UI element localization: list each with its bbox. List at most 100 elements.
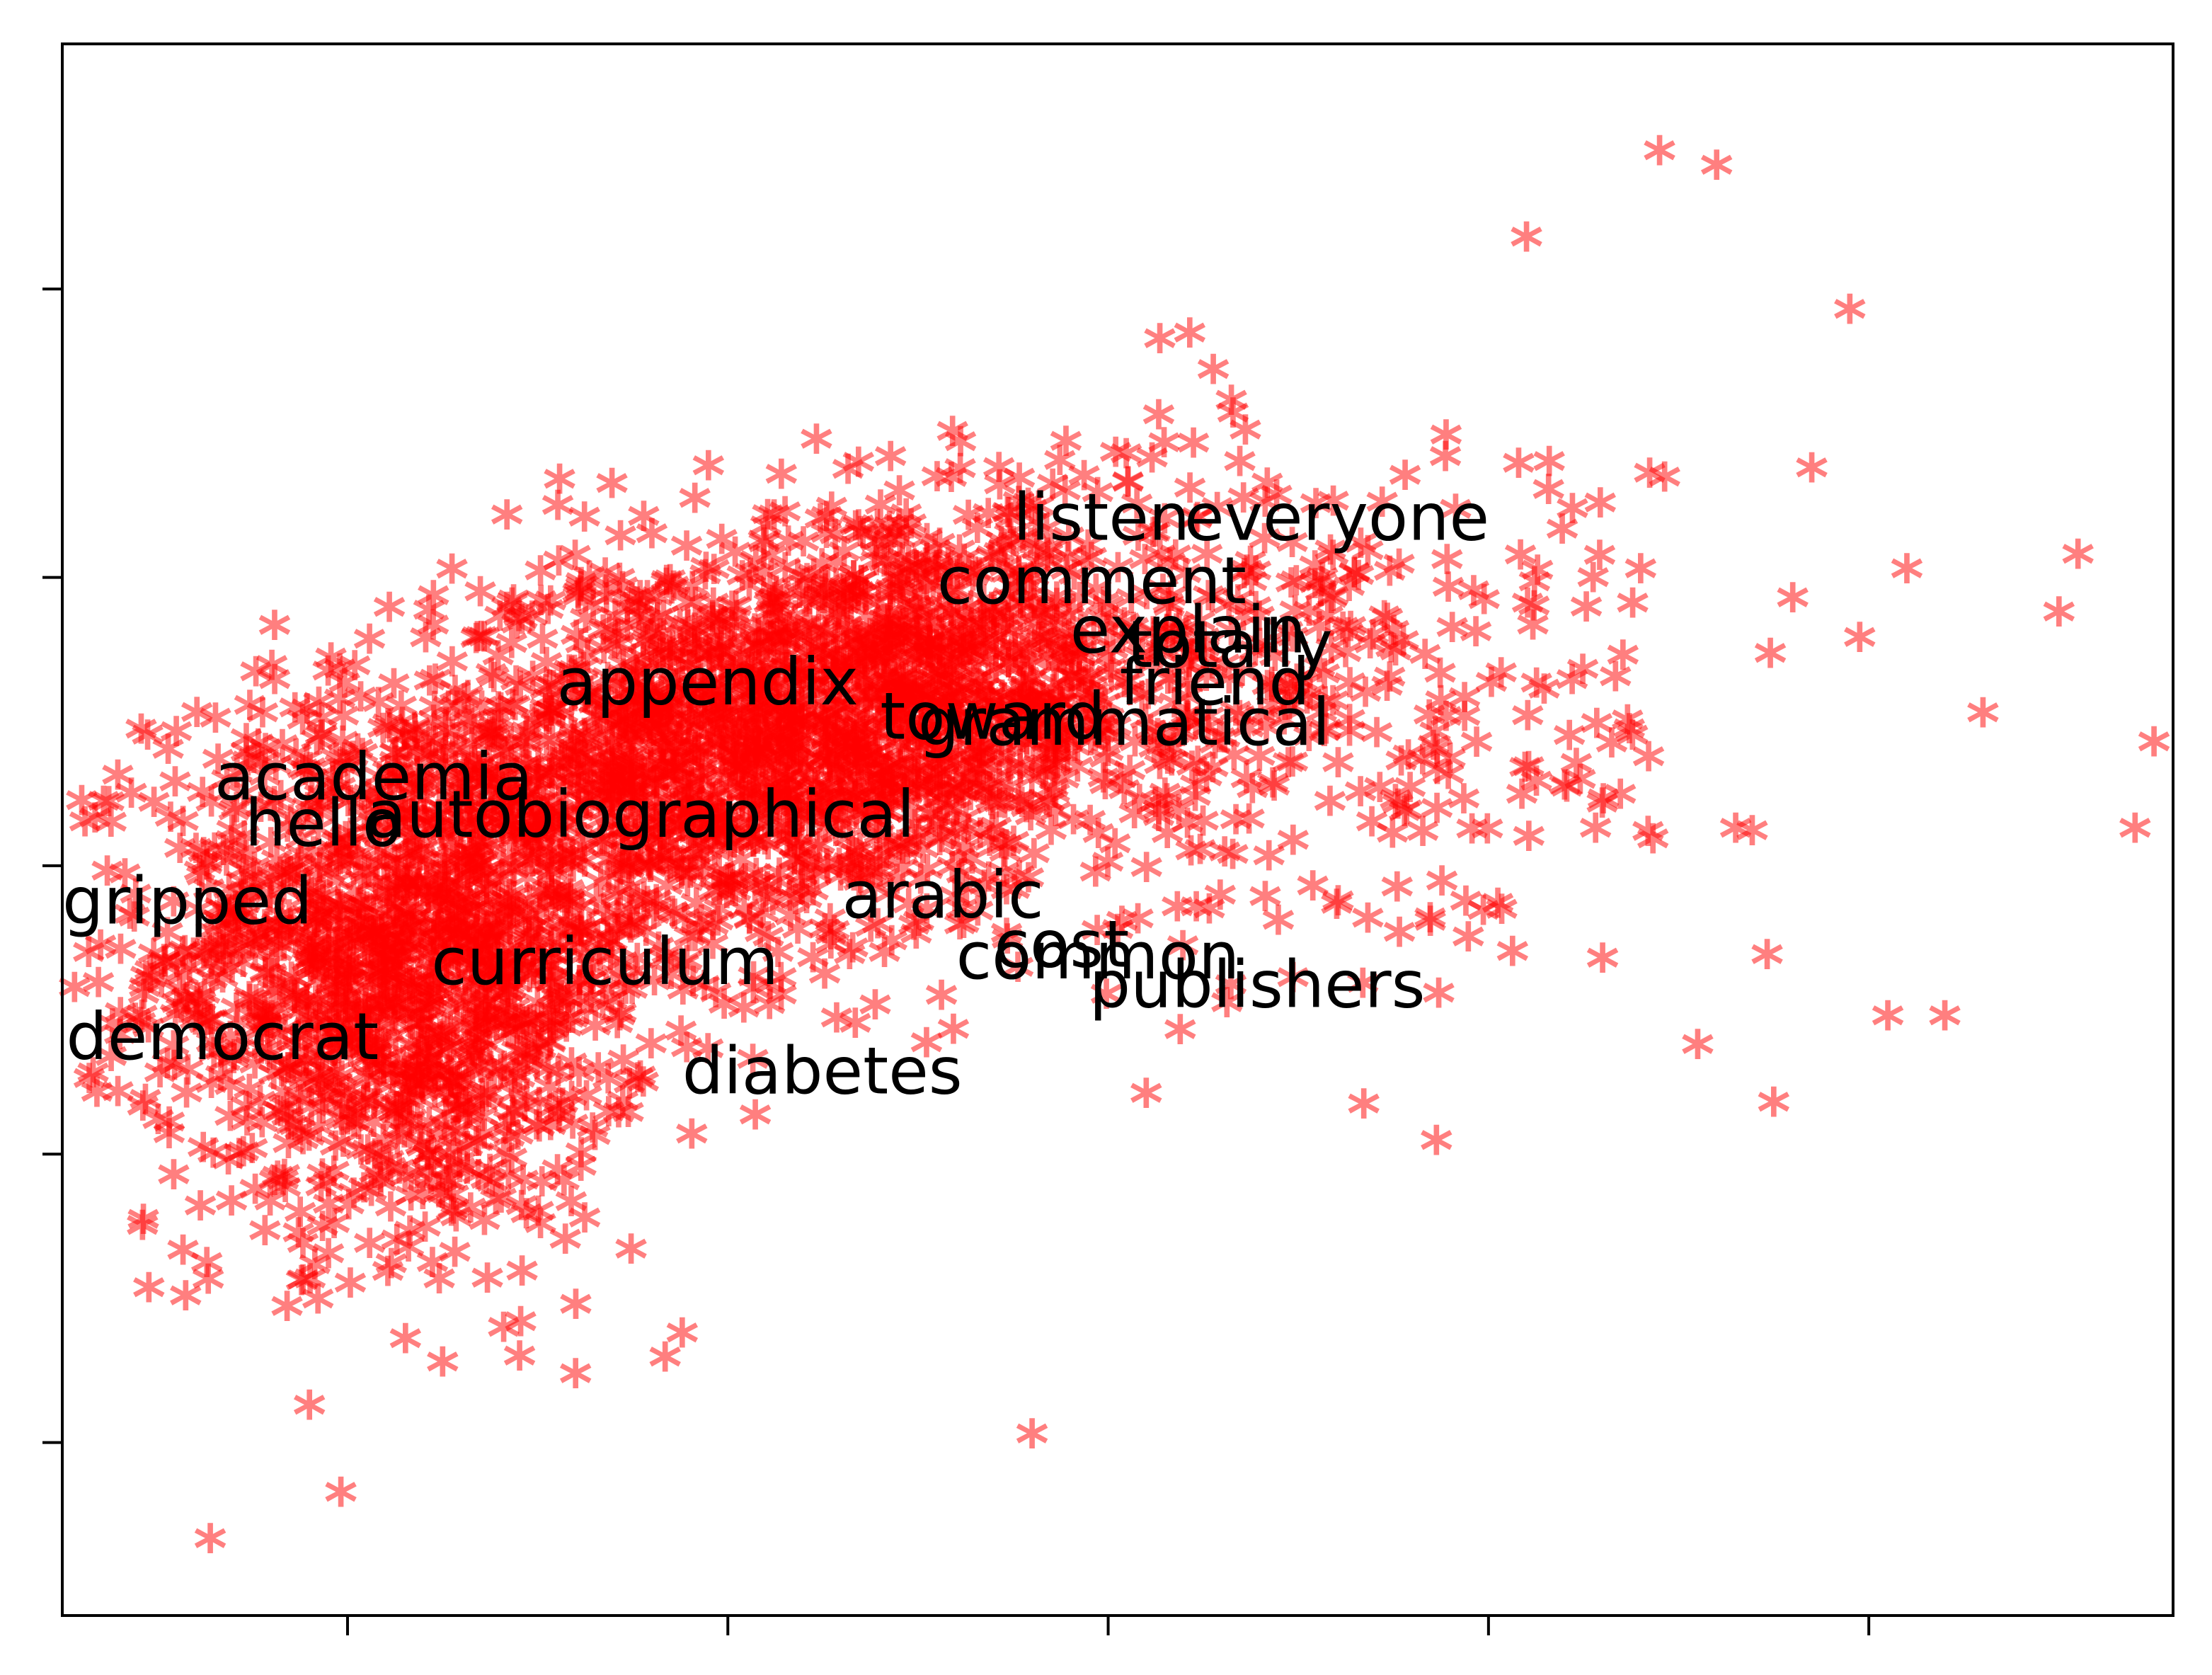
scatter-point: * <box>338 833 372 908</box>
scatter-point: * <box>354 904 388 980</box>
scatter-point: * <box>253 1174 287 1250</box>
scatter-point: * <box>406 981 440 1056</box>
scatter-point: * <box>428 1097 462 1173</box>
scatter-point: * <box>350 1046 384 1121</box>
scatter-point: * <box>1680 1017 1714 1093</box>
scatter-point: * <box>409 853 443 929</box>
scatter-point: * <box>534 956 568 1031</box>
scatter-point: * <box>452 1035 486 1111</box>
scatter-point: * <box>412 980 446 1056</box>
scatter-point: * <box>396 759 430 835</box>
scatter-point: * <box>302 1099 336 1175</box>
scatter-point: * <box>283 1103 317 1179</box>
scatter-point: * <box>464 838 498 913</box>
scatter-point: * <box>201 892 235 968</box>
scatter-point: * <box>462 832 495 908</box>
scatter-point: * <box>191 1252 225 1327</box>
scatter-point: * <box>397 882 431 958</box>
scatter-point: * <box>1890 542 1924 617</box>
scatter-point: * <box>399 808 433 884</box>
scatter-point: * <box>1795 440 1829 516</box>
scatter-point: * <box>1129 1066 1163 1142</box>
scatter-point: * <box>312 983 346 1059</box>
scatter-point: * <box>525 990 558 1066</box>
scatter-point: * <box>1015 1407 1049 1482</box>
scatter-point: * <box>2118 801 2152 876</box>
scatter-point: * <box>205 950 239 1026</box>
scatter-point: * <box>505 1244 539 1320</box>
scatter-point: * <box>1142 782 1176 858</box>
scatter-point: * <box>492 958 526 1034</box>
scatter-point: * <box>356 955 390 1031</box>
scatter-point: * <box>603 988 637 1064</box>
scatter-point: * <box>592 755 626 831</box>
scatter-point: * <box>590 911 624 987</box>
scatter-point: * <box>286 789 320 864</box>
scatter-point: * <box>377 928 411 1004</box>
scatter-point: * <box>333 1256 367 1332</box>
scatter-point: * <box>280 966 314 1041</box>
scatter-point: * <box>380 844 414 920</box>
scatter-point: * <box>270 800 304 876</box>
scatter-point: * <box>406 898 440 973</box>
scatter-point: * <box>478 1172 512 1247</box>
scatter-point: * <box>450 1119 484 1195</box>
scatter-point: * <box>355 942 389 1017</box>
scatter-point: * <box>401 910 435 986</box>
scatter-point: * <box>323 878 357 954</box>
scatter-point: * <box>561 904 595 980</box>
scatter-point: * <box>364 978 398 1054</box>
scatter-point: * <box>337 864 371 939</box>
scatter-point: * <box>253 995 287 1071</box>
scatter-point: * <box>689 539 723 615</box>
scatter-points: ****************************** **********… <box>57 123 2171 1587</box>
scatter-point: * <box>459 1114 493 1190</box>
scatter-point: * <box>1429 407 1463 483</box>
scatter-point: * <box>349 901 383 977</box>
scatter-point: * <box>409 1024 443 1099</box>
scatter-point: * <box>546 870 580 946</box>
scatter-point: * <box>495 764 529 840</box>
scatter-point: * <box>284 811 318 887</box>
scatter-point: * <box>403 828 437 904</box>
scatter-point: * <box>190 993 224 1068</box>
scatter-point: * <box>414 924 448 1000</box>
scatter-point: * <box>418 1065 452 1141</box>
scatter-point: * <box>1419 1113 1453 1189</box>
scatter-point: * <box>1633 446 1667 522</box>
word-label-autobiographical: autobiographical <box>367 777 915 852</box>
word-label-diabetes: diabetes <box>682 1034 963 1109</box>
scatter-point: * <box>1501 435 1535 511</box>
scatter-point: * <box>563 564 597 639</box>
scatter-point: * <box>341 985 375 1061</box>
scatter-point: * <box>274 897 308 973</box>
scatter-point: * <box>423 1252 457 1327</box>
scatter-point: * <box>564 1126 598 1201</box>
scatter-point: * <box>360 1012 394 1088</box>
scatter-point: * <box>238 923 272 999</box>
scatter-point: * <box>341 1097 375 1173</box>
scatter-point: * <box>303 988 337 1063</box>
scatter-point: * <box>376 932 410 1007</box>
scatter-point: * <box>463 815 497 891</box>
scatter-point: * <box>1632 729 1666 805</box>
scatter-point: * <box>357 886 391 962</box>
scatter-point: * <box>1750 927 1784 1002</box>
scatter-point: * <box>1586 931 1620 1007</box>
scatter-point: * <box>430 956 464 1031</box>
scatter-point: * <box>243 1000 277 1075</box>
scatter-point: * <box>1871 988 1905 1064</box>
scatter-point: * <box>371 697 405 772</box>
scatter-point: * <box>214 1173 248 1249</box>
scatter-point: * <box>323 1066 357 1142</box>
scatter-point: * <box>401 1027 435 1102</box>
scatter-point: * <box>378 733 412 809</box>
scatter-point: * <box>324 1465 358 1540</box>
scatter-point: * <box>370 948 404 1024</box>
scatter-point: * <box>278 1098 312 1174</box>
scatter-point: * <box>1585 776 1619 852</box>
scatter-point: * <box>417 1044 451 1120</box>
scatter-point: * <box>115 766 149 842</box>
scatter-point: * <box>665 1305 699 1381</box>
scatter-point: * <box>781 548 815 624</box>
